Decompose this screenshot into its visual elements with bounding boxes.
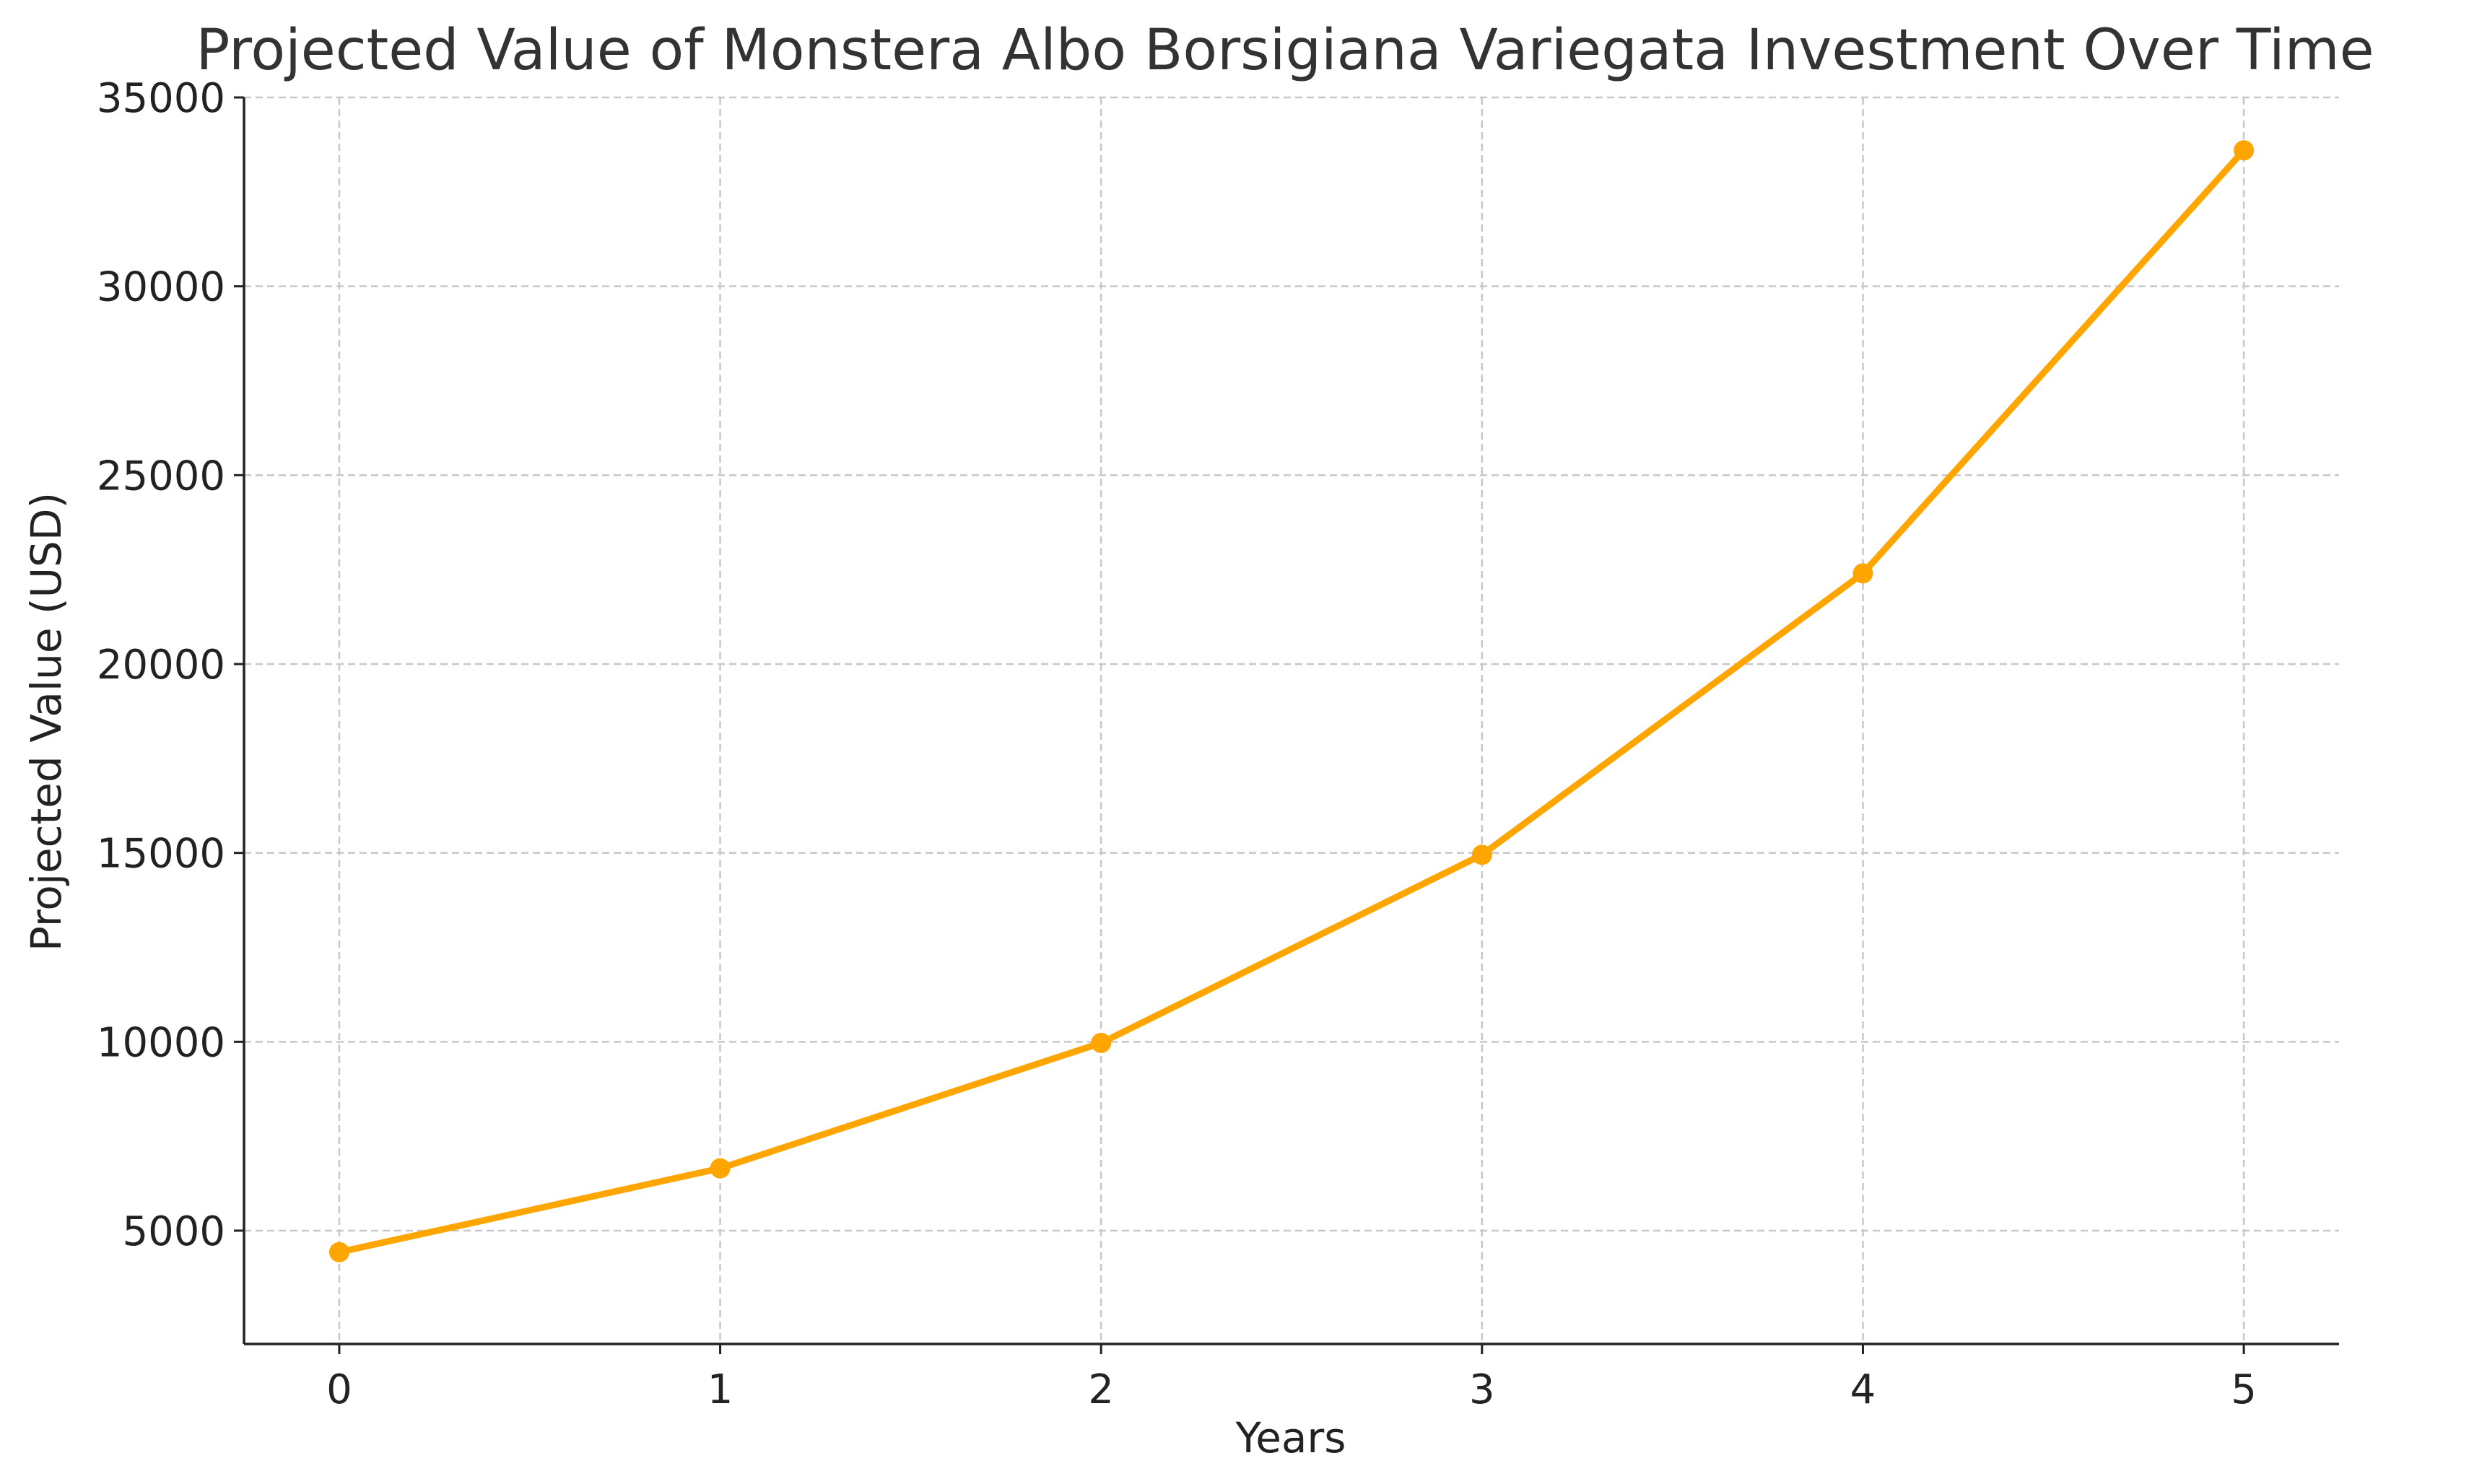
data-point-0-5	[2234, 140, 2255, 161]
y-tick-label-1: 10000	[97, 1019, 225, 1066]
chart-title: Projected Value of Monstera Albo Borsigi…	[196, 18, 2374, 83]
y-axis-label: Projected Value (USD)	[22, 492, 71, 951]
x-tick-label-1: 1	[707, 1366, 733, 1413]
x-tick-label-2: 2	[1088, 1366, 1114, 1413]
grid-lines	[244, 96, 2339, 1344]
data-point-0-2	[1091, 1032, 1112, 1053]
axes	[243, 97, 2339, 1345]
x-axis-label: Years	[1234, 1413, 1346, 1462]
y-tick-label-3: 20000	[97, 642, 225, 689]
x-tick-label-0: 0	[326, 1366, 352, 1413]
y-tick-label-0: 5000	[122, 1208, 225, 1255]
series-line-0	[336, 147, 2247, 1256]
data-point-0-4	[1852, 563, 1873, 584]
data-point-0-3	[1471, 844, 1492, 865]
data-point-0-1	[710, 1158, 731, 1179]
x-tick-label-4: 4	[1850, 1366, 1876, 1413]
tick-labels: 0 1 2 3 4 5 5000 10000 15000 20000 25000 30000 35000	[97, 75, 2257, 1413]
series-layer	[328, 140, 2255, 1262]
data-point-0-0	[328, 1241, 349, 1262]
x-tick-label-3: 3	[1469, 1366, 1495, 1413]
y-tick-label-2: 15000	[97, 831, 225, 878]
y-tick-label-5: 30000	[97, 264, 225, 311]
y-tick-label-4: 25000	[97, 453, 225, 499]
y-tick-label-6: 35000	[97, 75, 225, 122]
x-tick-label-5: 5	[2231, 1366, 2257, 1413]
